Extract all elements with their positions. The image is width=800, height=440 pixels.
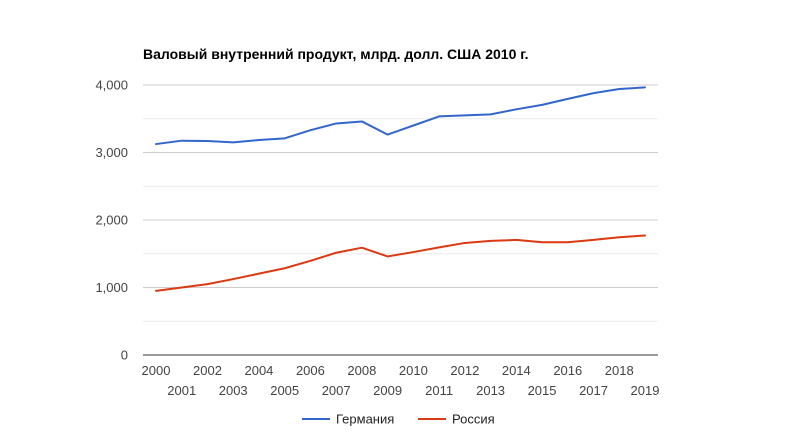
y-axis-tick-labels: 0 1,000 2,000 3,000 4,000 [95,78,128,363]
x-tick-label: 2014 [502,363,531,378]
data-points [153,84,648,294]
x-tick-label: 2003 [219,383,248,398]
series-line-1 [155,234,646,292]
x-tick-label: 2002 [193,363,222,378]
series-lines [155,86,646,292]
legend-item[interactable]: Россия [418,412,495,427]
y-tick-label: 3,000 [95,145,128,160]
x-tick-label: 2018 [605,363,634,378]
x-axis-tick-labels: 2000 2001 2002 2003 2004 2005 2006 2007 2008 2009… [142,363,660,398]
x-tick-label: 2013 [476,383,505,398]
x-tick-label: 2010 [399,363,428,378]
x-tick-label: 2006 [296,363,325,378]
y-tick-label: 2,000 [95,213,128,228]
x-tick-label: 2012 [450,363,479,378]
x-tick-label: 2011 [425,383,453,398]
x-tick-label: 2009 [373,383,402,398]
x-tick-label: 2000 [142,363,171,378]
y-tick-label: 4,000 [95,78,128,93]
x-tick-label: 2004 [244,363,273,378]
x-tick-label: 2007 [322,383,351,398]
legend: Германия Россия [302,412,495,427]
chart-title: Валовый внутренний продукт, млрд. долл. … [143,46,529,62]
legend-label: Германия [336,412,394,427]
x-tick-label: 2019 [631,383,660,398]
x-tick-label: 2008 [347,363,376,378]
legend-item[interactable]: Германия [302,412,394,427]
series-line-0 [155,86,646,146]
gridlines [143,84,658,356]
y-tick-label: 1,000 [95,280,128,295]
x-tick-label: 2015 [528,383,557,398]
x-tick-label: 2016 [553,363,582,378]
x-tick-label: 2005 [270,383,299,398]
y-tick-label: 0 [121,348,128,363]
legend-label: Россия [452,412,495,427]
x-tick-label: 2001 [167,383,196,398]
x-tick-label: 2017 [579,383,608,398]
